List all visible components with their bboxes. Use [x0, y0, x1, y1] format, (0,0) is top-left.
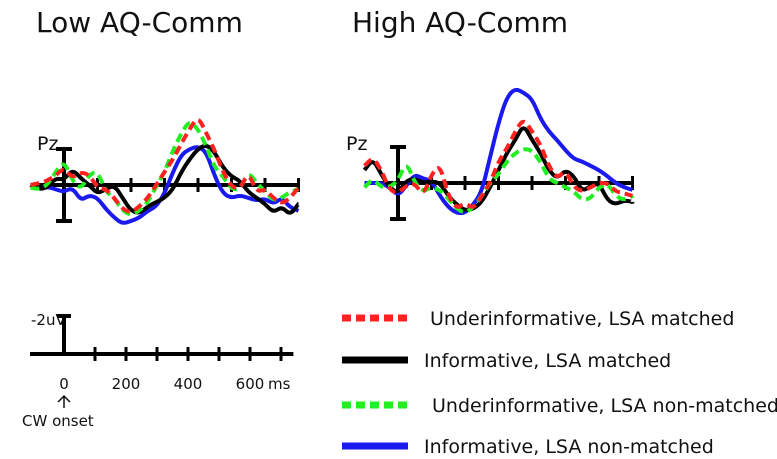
- legend: Underinformative, LSA matched Informative…: [342, 308, 777, 458]
- scale-tick-labels: 0 200 400 600: [59, 375, 264, 393]
- channel-label-pz-high: Pz: [346, 133, 367, 155]
- panel-title-high-aq-comm: High AQ-Comm: [352, 6, 568, 39]
- waveform-series-0: [363, 119, 634, 209]
- scale-tick-label: 200: [112, 375, 141, 393]
- panel-title-low-aq-comm: Low AQ-Comm: [36, 6, 243, 39]
- scale-tick-label: 400: [174, 375, 203, 393]
- scale-bar: -2uV 0 200 400 600 ms CW onset: [22, 311, 294, 430]
- scale-axis: [30, 314, 294, 361]
- legend-label-2: Underinformative, LSA non-matched: [432, 395, 777, 417]
- cw-onset-label: CW onset: [22, 412, 94, 430]
- amplitude-scale-label: -2uV: [31, 311, 66, 329]
- scale-unit-label: ms: [268, 375, 291, 393]
- legend-label-0: Underinformative, LSA matched: [430, 308, 734, 330]
- waveform-series-0: [30, 117, 301, 214]
- waveform-series-2: [363, 147, 635, 214]
- legend-label-3: Informative, LSA non-matched: [424, 436, 714, 458]
- legend-label-1: Informative, LSA matched: [424, 350, 671, 372]
- waveform-series-2: [30, 121, 300, 216]
- channel-label-pz-low: Pz: [37, 133, 58, 155]
- onset-arrow-icon: [57, 394, 71, 408]
- waveform-series-1: [29, 143, 301, 215]
- waveforms-high: [362, 87, 635, 216]
- scale-tick-label: 0: [59, 375, 69, 393]
- scale-tick-label: 600: [236, 375, 265, 393]
- waveform-axes-high: [368, 145, 634, 221]
- waveforms-low: [29, 117, 301, 225]
